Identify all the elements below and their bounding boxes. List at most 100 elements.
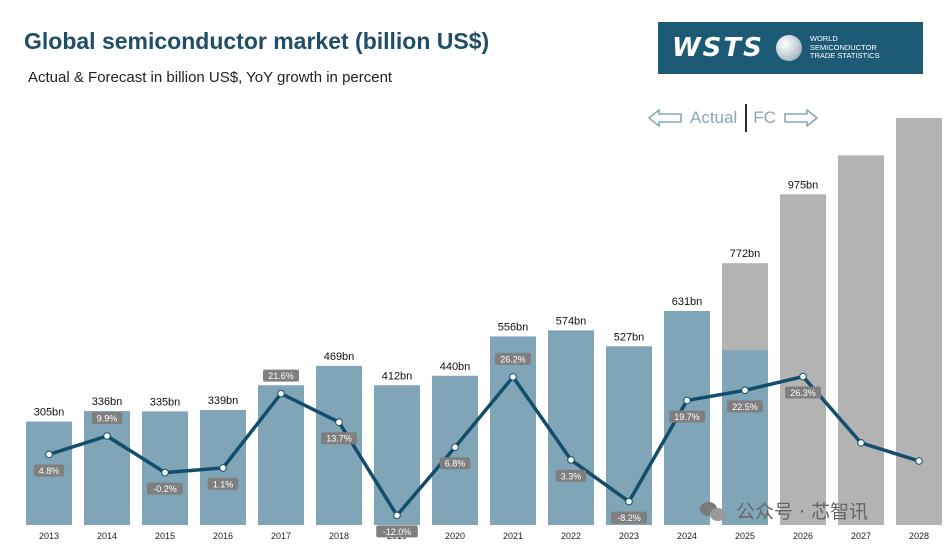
growth-badge <box>147 482 183 495</box>
globe-icon <box>775 35 802 61</box>
chart-subtitle: Actual & Forecast in billion US$, YoY gr… <box>28 69 393 86</box>
x-tick-label: 2021 <box>503 531 523 541</box>
growth-label: 26.2% <box>500 354 526 364</box>
growth-point <box>393 511 401 520</box>
growth-badge <box>555 469 587 482</box>
actual-bar <box>722 350 768 525</box>
growth-line <box>48 374 920 518</box>
actual-bar <box>258 385 304 525</box>
growth-label: -0.2% <box>153 484 177 494</box>
growth-label: 1.1% <box>213 479 234 489</box>
actual-forecast-indicator: Actual FC <box>648 104 818 132</box>
bar-value-label: 772bn <box>730 248 761 260</box>
growth-label: 21.6% <box>268 371 294 381</box>
arrow-right-icon <box>784 109 818 127</box>
growth-point <box>277 389 285 398</box>
growth-point <box>451 443 459 452</box>
growth-badge <box>611 511 647 524</box>
watermark: 公众号 · 芯智讯 <box>700 497 868 524</box>
growth-point <box>567 456 575 464</box>
growth-badge <box>439 457 471 470</box>
growth-point <box>335 418 343 427</box>
growth-label: -8.2% <box>617 513 641 523</box>
x-tick-label: 2017 <box>271 531 291 541</box>
x-tick-label: 2020 <box>445 531 465 541</box>
growth-badge <box>669 410 705 423</box>
bar-value-label: 412bn <box>382 370 413 382</box>
growth-label: 13.7% <box>326 434 352 444</box>
x-tick-label: 2023 <box>619 531 639 541</box>
growth-label: 26.3% <box>790 388 816 398</box>
growth-label: -12.0% <box>383 527 412 537</box>
growth-point <box>625 497 633 506</box>
growth-point <box>103 432 111 440</box>
growth-label: 3.3% <box>561 471 582 481</box>
growth-label: 6.8% <box>445 459 466 469</box>
x-tick-label: 2027 <box>851 531 871 541</box>
x-tick-label: 2014 <box>97 531 117 541</box>
growth-point <box>161 468 169 477</box>
bar-value-label: 305bn <box>34 407 65 419</box>
forecast-bar <box>780 194 826 525</box>
bar-value-label: 469bn <box>324 351 355 363</box>
chart-title: Global semiconductor market (billion US$… <box>24 28 490 54</box>
growth-badge <box>376 525 418 538</box>
growth-badge <box>785 386 821 399</box>
actual-bar <box>548 330 594 525</box>
growth-label: 19.7% <box>674 412 700 422</box>
logo-text-line: SEMICONDUCTOR <box>809 42 877 52</box>
growth-badge <box>727 400 763 413</box>
x-tick-label: 2025 <box>735 531 755 541</box>
growth-point <box>219 464 227 472</box>
growth-badge <box>33 464 65 477</box>
bar-value-label: 574bn <box>556 315 587 327</box>
actual-label: Actual <box>690 108 738 127</box>
forecast-bar <box>838 155 884 525</box>
bar-value-label: 556bn <box>498 321 529 333</box>
actual-bar <box>606 346 652 525</box>
growth-badge <box>321 432 357 445</box>
growth-badge <box>91 411 123 424</box>
x-tick-label: 2016 <box>213 531 233 541</box>
growth-point <box>45 450 53 459</box>
growth-point <box>799 372 807 381</box>
growth-point <box>857 439 865 447</box>
bar-value-label: 339bn <box>208 395 239 407</box>
growth-label: 22.5% <box>732 402 758 412</box>
x-tick-label: 2018 <box>329 531 349 541</box>
bar-value-label: 335bn <box>150 396 181 408</box>
actual-bar <box>374 385 420 525</box>
growth-label: 4.8% <box>39 466 60 476</box>
wsts-logo: WSTS WORLD SEMICONDUCTOR TRADE STATISTIC… <box>658 22 923 74</box>
bar-value-label: 631bn <box>672 296 703 308</box>
growth-badge <box>207 477 239 490</box>
bar-value-label: 975bn <box>788 179 819 191</box>
arrow-left-icon <box>648 109 682 127</box>
actual-bar <box>490 336 536 525</box>
growth-point <box>915 457 923 465</box>
forecast-label: FC <box>753 108 776 127</box>
growth-badge <box>263 369 299 382</box>
growth-badge <box>495 352 531 365</box>
x-tick-label: 2026 <box>793 531 813 541</box>
x-tick-label: 2028 <box>909 531 929 541</box>
growth-point <box>509 373 517 381</box>
actual-bar <box>84 411 130 525</box>
x-tick-label: 2022 <box>561 531 581 541</box>
bar-value-label: 527bn <box>614 331 645 343</box>
bar-value-label: 440bn <box>440 361 471 373</box>
logo-text-line: TRADE STATISTICS <box>809 51 880 61</box>
wechat-icon <box>700 500 728 522</box>
growth-point <box>741 386 749 395</box>
wsts-logo-mark: WSTS <box>672 33 764 63</box>
growth-point <box>683 396 691 405</box>
growth-label: 9.9% <box>97 413 118 423</box>
x-tick-label: 2015 <box>155 531 175 541</box>
bar-value-label: 336bn <box>92 396 123 408</box>
logo-text-line: WORLD <box>809 34 838 44</box>
divider <box>745 104 748 132</box>
x-tick-label: 2013 <box>39 531 59 541</box>
actual-bar <box>142 411 188 525</box>
wsts-logo-text: WORLD SEMICONDUCTOR TRADE STATISTICS <box>810 35 890 61</box>
